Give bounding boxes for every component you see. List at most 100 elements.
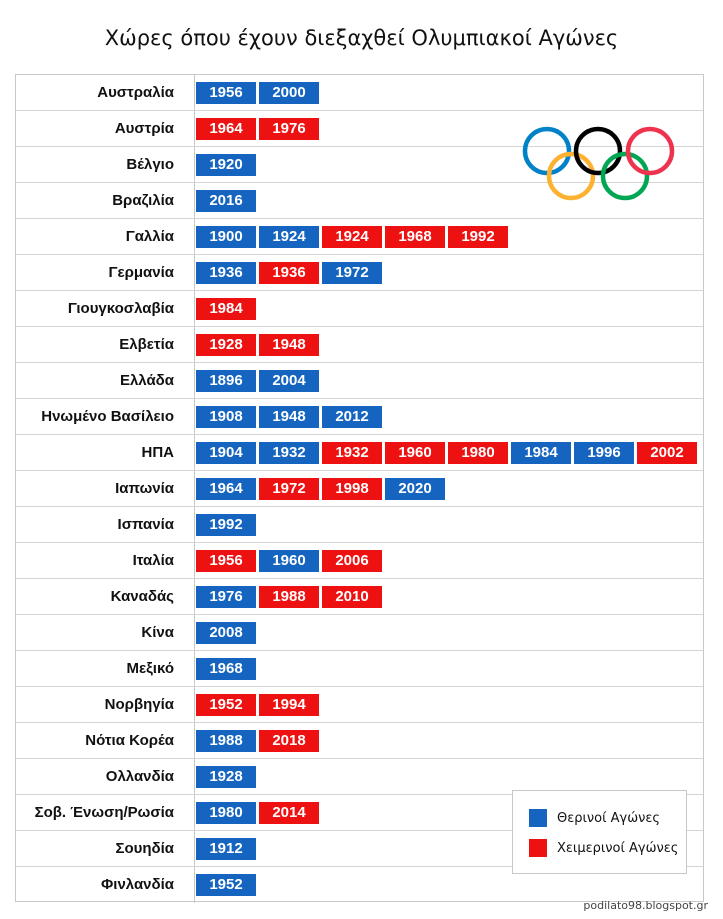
games-year-winter: 2014: [259, 802, 319, 824]
games-year-winter: 1924: [322, 226, 382, 248]
table-row: Γιουγκοσλαβία 1984: [16, 291, 703, 327]
country-label: Σοβ. Ένωση/Ρωσία: [34, 804, 174, 821]
country-label: Γιουγκοσλαβία: [67, 300, 174, 317]
column-divider: [194, 75, 195, 110]
games-year-winter: 1960: [385, 442, 445, 464]
country-label: Καναδάς: [110, 588, 174, 605]
games-year-winter: 1984: [196, 298, 256, 320]
table-row: Σουηδία 1912: [16, 831, 703, 867]
games-year-summer: 1912: [196, 838, 256, 860]
column-divider: [194, 759, 195, 794]
country-label: Ολλανδία: [105, 768, 174, 785]
country-label: Γερμανία: [108, 264, 174, 281]
games-year-summer: 2016: [196, 190, 256, 212]
games-year-summer: 2004: [259, 370, 319, 392]
games-year-winter: 1988: [259, 586, 319, 608]
table-row: Ελβετία 1928 1948: [16, 327, 703, 363]
games-year-summer: 2020: [385, 478, 445, 500]
table-row: Καναδάς 1976 1988 2010: [16, 579, 703, 615]
country-label: Φινλανδία: [100, 876, 174, 893]
table-row: Αυστραλία 1956 2000: [16, 75, 703, 111]
table-row: Γαλλία 1900 1924 1924 1968 1992: [16, 219, 703, 255]
games-year-winter: 1928: [196, 334, 256, 356]
table-row: Νορβηγία 1952 1994: [16, 687, 703, 723]
column-divider: [194, 723, 195, 758]
games-year-winter: 2006: [322, 550, 382, 572]
games-year-winter: 1972: [259, 478, 319, 500]
legend-swatch-winter: [529, 839, 547, 857]
table-row: Ολλανδία 1928: [16, 759, 703, 795]
games-year-summer: 1904: [196, 442, 256, 464]
games-year-summer: 2008: [196, 622, 256, 644]
games-year-winter: 1998: [322, 478, 382, 500]
country-label: Αυστρία: [114, 120, 174, 137]
column-divider: [194, 327, 195, 362]
games-year-winter: 2002: [637, 442, 697, 464]
games-year-summer: 1900: [196, 226, 256, 248]
games-year-winter: 1980: [448, 442, 508, 464]
games-year-winter: 1936: [259, 262, 319, 284]
games-year-winter: 1968: [385, 226, 445, 248]
games-year-winter: 1992: [448, 226, 508, 248]
country-label: Ισπανία: [117, 516, 174, 533]
country-label: Γαλλία: [125, 228, 174, 245]
legend: Θερινοί Αγώνες Χειμερινοί Αγώνες: [512, 790, 687, 874]
black-ring-icon: [573, 126, 623, 176]
games-year-summer: 1984: [511, 442, 571, 464]
games-year-winter: 1964: [196, 118, 256, 140]
column-divider: [194, 543, 195, 578]
games-year-winter: 2018: [259, 730, 319, 752]
country-label: Αυστραλία: [97, 84, 174, 101]
games-year-summer: 1948: [259, 406, 319, 428]
games-year-summer: 1968: [196, 658, 256, 680]
games-year-summer: 2000: [259, 82, 319, 104]
games-year-summer: 1988: [196, 730, 256, 752]
table-row: Ηνωμένο Βασίλειο 1908 1948 2012: [16, 399, 703, 435]
column-divider: [194, 147, 195, 182]
table-row: ΗΠΑ 1904 1932 1932 1960 1980 1984 1996 2002: [16, 435, 703, 471]
country-label: Μεξικό: [126, 660, 175, 677]
olympic-rings-icon: [522, 126, 675, 201]
yellow-ring-icon: [546, 151, 596, 201]
country-label: Ελβετία: [119, 336, 174, 353]
credit-text: podilato98.blogspot.gr: [583, 899, 708, 912]
games-year-summer: 1924: [259, 226, 319, 248]
green-ring-icon: [600, 151, 650, 201]
games-year-summer: 1960: [259, 550, 319, 572]
country-label: Κίνα: [141, 624, 174, 641]
column-divider: [194, 615, 195, 650]
column-divider: [194, 867, 195, 903]
table-row: Κίνα 2008: [16, 615, 703, 651]
games-year-winter: 1948: [259, 334, 319, 356]
country-label: Ιαπωνία: [115, 480, 174, 497]
games-year-summer: 1920: [196, 154, 256, 176]
legend-label-summer: Θερινοί Αγώνες: [557, 811, 661, 826]
games-year-summer: 1908: [196, 406, 256, 428]
column-divider: [194, 687, 195, 722]
games-year-summer: 2012: [322, 406, 382, 428]
country-label: Ιταλία: [132, 552, 174, 569]
column-divider: [194, 183, 195, 218]
table-row: Αυστρία 1964 1976: [16, 111, 703, 147]
country-label: Βέλγιο: [126, 156, 174, 173]
games-year-winter: 1976: [259, 118, 319, 140]
games-year-summer: 1932: [259, 442, 319, 464]
games-year-summer: 1996: [574, 442, 634, 464]
column-divider: [194, 219, 195, 254]
country-label: Νορβηγία: [104, 696, 174, 713]
column-divider: [194, 399, 195, 434]
games-year-summer: 1976: [196, 586, 256, 608]
country-label: Βραζιλία: [112, 192, 174, 209]
table-row: Φινλανδία 1952: [16, 867, 703, 903]
country-label: Νότια Κορέα: [85, 732, 174, 749]
red-ring-icon: [625, 126, 675, 176]
games-year-summer: 1972: [322, 262, 382, 284]
column-divider: [194, 363, 195, 398]
chart-title: Χώρες όπου έχουν διεξαχθεί Ολυμπιακοί Αγ…: [104, 26, 619, 50]
games-year-summer: 1896: [196, 370, 256, 392]
table-row: Ιταλία 1956 1960 2006: [16, 543, 703, 579]
table-row: Γερμανία 1936 1936 1972: [16, 255, 703, 291]
column-divider: [194, 579, 195, 614]
table-row: Ιαπωνία 1964 1972 1998 2020: [16, 471, 703, 507]
table-row: Νότια Κορέα 1988 2018: [16, 723, 703, 759]
